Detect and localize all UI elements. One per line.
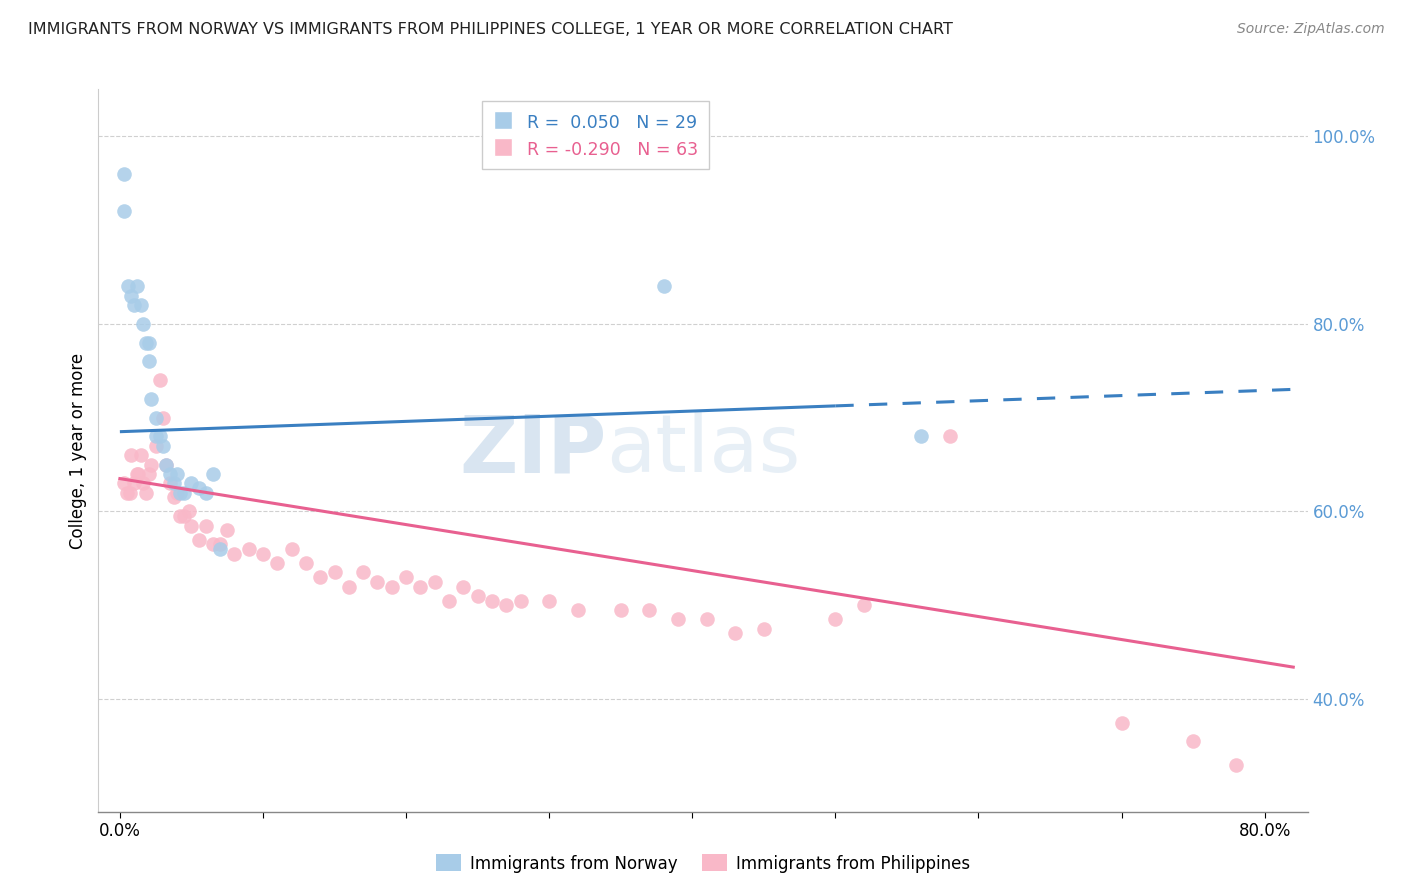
Legend: R =  0.050   N = 29, R = -0.290   N = 63: R = 0.050 N = 29, R = -0.290 N = 63 [482, 102, 709, 169]
Point [1225, 757, 1247, 772]
Point [112, 476, 135, 491]
Point [509, 593, 531, 607]
Point [538, 593, 561, 607]
Point [337, 580, 360, 594]
Point [224, 547, 246, 561]
Point [141, 458, 163, 472]
Point [467, 589, 489, 603]
Point [437, 593, 460, 607]
Point [112, 167, 135, 181]
Point [135, 485, 157, 500]
Text: Source: ZipAtlas.com: Source: ZipAtlas.com [1237, 22, 1385, 37]
Point [125, 467, 148, 481]
Point [238, 541, 260, 556]
Text: IMMIGRANTS FROM NORWAY VS IMMIGRANTS FROM PHILIPPINES COLLEGE, 1 YEAR OR MORE CO: IMMIGRANTS FROM NORWAY VS IMMIGRANTS FRO… [28, 22, 953, 37]
Point [117, 279, 139, 293]
Point [155, 458, 177, 472]
Point [127, 467, 149, 481]
Point [122, 298, 145, 312]
Point [309, 570, 332, 584]
Text: ZIP: ZIP [458, 411, 606, 490]
Point [163, 476, 186, 491]
Point [423, 574, 446, 589]
Point [138, 467, 160, 481]
Point [159, 467, 181, 481]
Point [152, 410, 174, 425]
Point [201, 467, 224, 481]
Point [323, 566, 346, 580]
Point [1111, 715, 1133, 730]
Point [155, 458, 177, 472]
Point [939, 429, 962, 443]
Point [120, 288, 142, 302]
Point [180, 476, 202, 491]
Point [495, 599, 517, 613]
Point [209, 541, 232, 556]
Point [609, 603, 631, 617]
Point [177, 504, 200, 518]
Point [910, 429, 932, 443]
Point [567, 603, 589, 617]
Point [166, 485, 188, 500]
Point [169, 485, 191, 500]
Text: atlas: atlas [606, 411, 800, 490]
Point [352, 566, 374, 580]
Point [481, 593, 503, 607]
Point [180, 518, 202, 533]
Point [409, 580, 432, 594]
Point [209, 537, 232, 551]
Point [125, 279, 148, 293]
Point [149, 373, 172, 387]
Point [194, 518, 217, 533]
Point [138, 335, 160, 350]
Point [824, 612, 846, 626]
Point [201, 537, 224, 551]
Point [173, 485, 195, 500]
Point [120, 448, 142, 462]
Point [169, 509, 191, 524]
Y-axis label: College, 1 year or more: College, 1 year or more [69, 352, 87, 549]
Point [852, 599, 875, 613]
Point [395, 570, 418, 584]
Point [381, 580, 404, 594]
Point [132, 476, 155, 491]
Point [173, 509, 195, 524]
Point [152, 439, 174, 453]
Point [252, 547, 274, 561]
Point [115, 485, 138, 500]
Point [138, 354, 160, 368]
Point [266, 556, 288, 570]
Point [149, 429, 172, 443]
Point [112, 204, 135, 219]
Point [163, 491, 186, 505]
Point [132, 317, 155, 331]
Point [1182, 734, 1205, 748]
Point [145, 439, 167, 453]
Point [638, 603, 661, 617]
Point [122, 476, 145, 491]
Point [194, 485, 217, 500]
Point [118, 485, 141, 500]
Point [145, 410, 167, 425]
Point [141, 392, 163, 406]
Legend: Immigrants from Norway, Immigrants from Philippines: Immigrants from Norway, Immigrants from … [430, 847, 976, 880]
Point [135, 335, 157, 350]
Point [217, 523, 239, 537]
Point [453, 580, 475, 594]
Point [752, 622, 775, 636]
Point [145, 429, 167, 443]
Point [187, 481, 209, 495]
Point [652, 279, 675, 293]
Point [159, 476, 181, 491]
Point [187, 533, 209, 547]
Point [666, 612, 689, 626]
Point [166, 467, 188, 481]
Point [131, 448, 153, 462]
Point [724, 626, 747, 640]
Point [280, 541, 302, 556]
Point [696, 612, 718, 626]
Point [131, 298, 153, 312]
Point [295, 556, 318, 570]
Point [366, 574, 388, 589]
